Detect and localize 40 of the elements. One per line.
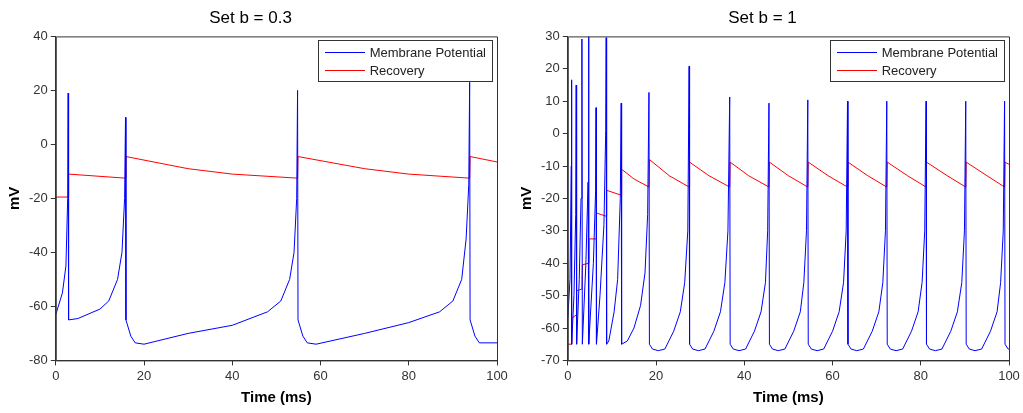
x-tick-label: 60 — [825, 367, 840, 383]
x-tick-label: 0 — [564, 367, 572, 383]
x-tick-label: 40 — [737, 367, 752, 383]
x-tick-label: 80 — [913, 367, 928, 383]
y-tick-label: -20 — [540, 189, 560, 205]
legend-label: Membrane Potential — [369, 44, 486, 60]
x-axis-title: Time (ms) — [753, 388, 824, 406]
y-tick-label: 30 — [545, 27, 560, 43]
legend-label: Recovery — [881, 62, 937, 78]
chart-title: Set b = 0.3 — [209, 7, 292, 27]
y-tick-label: -60 — [28, 297, 48, 313]
legend-label: Recovery — [369, 62, 425, 78]
y-tick-label: -50 — [540, 287, 560, 303]
x-tick-label: 60 — [313, 367, 328, 383]
x-tick-label: 100 — [486, 367, 508, 383]
y-tick-label: 20 — [545, 60, 560, 76]
y-tick-label: -40 — [540, 254, 560, 270]
x-tick-label: 80 — [401, 367, 416, 383]
y-tick-label: 10 — [545, 92, 560, 108]
x-tick-label: 0 — [52, 367, 60, 383]
y-tick-label: -70 — [540, 351, 560, 367]
x-tick-label: 100 — [998, 367, 1020, 383]
x-tick-label: 40 — [225, 367, 240, 383]
y-tick-label: 0 — [552, 125, 560, 141]
chart-title: Set b = 1 — [728, 7, 797, 27]
x-axis-title: Time (ms) — [241, 388, 312, 406]
y-axis-title: mV — [5, 186, 23, 211]
y-tick-label: -80 — [28, 351, 48, 367]
y-axis-title: mV — [517, 186, 535, 211]
y-tick-label: -40 — [28, 243, 48, 259]
y-tick-label: 20 — [33, 81, 48, 97]
x-tick-label: 20 — [136, 367, 152, 383]
y-tick-label: -10 — [540, 157, 560, 173]
legend-label: Membrane Potential — [881, 44, 998, 60]
y-tick-label: -60 — [540, 319, 560, 335]
x-tick-label: 20 — [648, 367, 664, 383]
y-tick-label: -30 — [540, 222, 560, 238]
y-tick-label: 0 — [40, 135, 48, 151]
y-tick-label: 40 — [33, 27, 48, 43]
y-tick-label: -20 — [28, 189, 48, 205]
